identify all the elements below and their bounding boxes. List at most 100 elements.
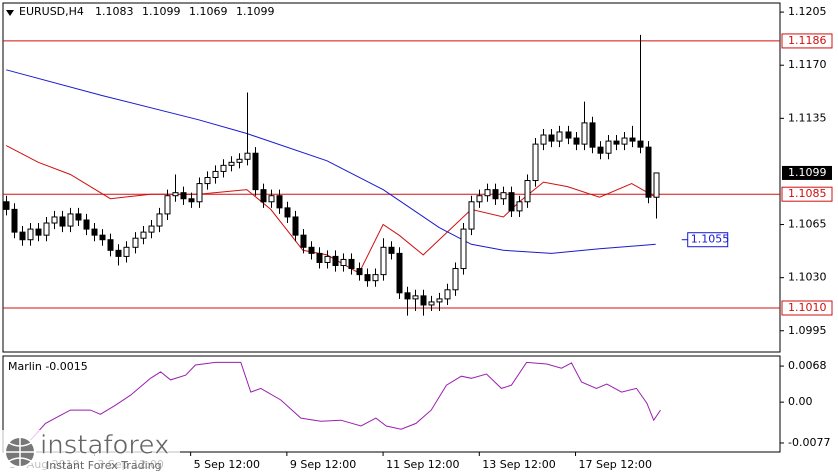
header-value: 1.1099 xyxy=(236,5,275,18)
candle-body xyxy=(565,131,572,139)
watermark-name: instaforex xyxy=(40,431,169,461)
candle-body xyxy=(324,255,331,263)
indicator-y-tick-label: 0.0068 xyxy=(788,359,827,372)
level-label-box xyxy=(781,186,833,202)
candle-body xyxy=(43,222,50,236)
candle-body xyxy=(59,216,66,227)
candle-body xyxy=(148,225,155,233)
candle-body xyxy=(132,237,139,248)
candle-body xyxy=(51,216,58,224)
candle-body xyxy=(653,172,660,198)
candle-body xyxy=(420,295,427,306)
indicator-y-tick-label: 0.00 xyxy=(788,395,813,408)
candle-body xyxy=(532,143,539,182)
candle-body xyxy=(11,208,18,233)
candle-body xyxy=(204,177,211,185)
indicator-y-tick-label: -0.0077 xyxy=(788,436,830,449)
candle-body xyxy=(99,234,106,241)
candle-body xyxy=(27,228,34,241)
ma-label-box xyxy=(687,232,729,248)
x-tick-label: 9 Sep 12:00 xyxy=(290,458,356,471)
x-tick-label: 5 Sep 12:00 xyxy=(194,458,260,471)
candle-body xyxy=(540,134,547,145)
watermark-tagline: Instant Forex Trading xyxy=(46,459,162,472)
menu-triangle xyxy=(6,10,14,16)
candle-body xyxy=(573,137,580,145)
candle-body xyxy=(244,152,251,160)
moving-average xyxy=(6,69,656,254)
candle-body xyxy=(115,249,122,257)
x-tick-label: 17 Sep 12:00 xyxy=(579,458,652,471)
candle-body xyxy=(356,268,363,276)
candle-body xyxy=(645,146,652,198)
level-label-box xyxy=(781,33,833,49)
x-tick-label: 11 Sep 12:00 xyxy=(386,458,459,471)
candle-body xyxy=(292,216,299,236)
candle-body xyxy=(460,228,467,270)
main-pane xyxy=(2,2,781,353)
y-tick-label: 1.1170 xyxy=(788,58,827,71)
candle-body xyxy=(300,234,307,248)
candle-body xyxy=(444,289,451,300)
candle-body xyxy=(484,189,491,197)
candle-body xyxy=(372,274,379,282)
candle-body xyxy=(556,131,563,142)
candle-body xyxy=(516,201,523,212)
last-price-label: 1.1099 xyxy=(788,166,827,179)
last-price-box xyxy=(782,165,832,180)
candle-body xyxy=(348,258,355,270)
candle-body xyxy=(621,137,628,145)
candle-body xyxy=(388,246,395,254)
candle-body xyxy=(428,301,435,306)
candle-body xyxy=(524,180,531,203)
y-tick-label: 1.1030 xyxy=(788,271,827,284)
y-tick-label: 1.1205 xyxy=(788,5,827,18)
header-value: 1.1099 xyxy=(142,5,181,18)
candle-body xyxy=(75,213,82,221)
candle-body xyxy=(597,146,604,154)
candle-body xyxy=(188,198,195,203)
candle-body xyxy=(236,158,243,163)
candle-body xyxy=(67,213,74,227)
candle-body xyxy=(228,161,235,166)
x-tick-label: 13 Sep 12:00 xyxy=(482,458,555,471)
candle-body xyxy=(404,292,411,300)
candle-body xyxy=(492,189,499,200)
level-label: 1.1085 xyxy=(788,187,827,200)
candle-body xyxy=(380,246,387,276)
y-tick-label: 1.0995 xyxy=(788,324,827,337)
candle-body xyxy=(35,228,42,236)
candle-body xyxy=(83,219,90,230)
watermark-globe-lines xyxy=(5,437,35,467)
candle-body xyxy=(508,192,515,212)
candle-body xyxy=(196,183,203,203)
candle-body xyxy=(605,140,612,154)
candle-body xyxy=(364,274,371,282)
candle-body xyxy=(164,195,171,215)
candle-body xyxy=(581,122,588,145)
level-label: 1.1186 xyxy=(788,34,827,47)
candle-body xyxy=(276,195,283,209)
level-label: 1.1010 xyxy=(788,301,827,314)
candle-body xyxy=(332,255,339,267)
candle-body xyxy=(180,192,187,200)
candle-body xyxy=(452,268,459,291)
candle-body xyxy=(252,152,259,191)
candle-body xyxy=(500,192,507,200)
candle-body xyxy=(91,228,98,236)
candle-body xyxy=(396,252,403,294)
candle-body xyxy=(268,195,275,203)
candle-body xyxy=(260,189,267,203)
header-value: 1.1083 xyxy=(95,5,134,18)
indicator-title: Marlin -0.0015 xyxy=(8,360,88,373)
candle-body xyxy=(107,239,114,251)
candle-body xyxy=(316,252,323,263)
symbol: EURUSD,H4 xyxy=(19,5,84,18)
candle-body xyxy=(589,122,596,148)
candle-body xyxy=(613,140,620,145)
candle-body xyxy=(468,201,475,230)
candle-body xyxy=(412,295,419,300)
candle-body xyxy=(212,170,219,179)
